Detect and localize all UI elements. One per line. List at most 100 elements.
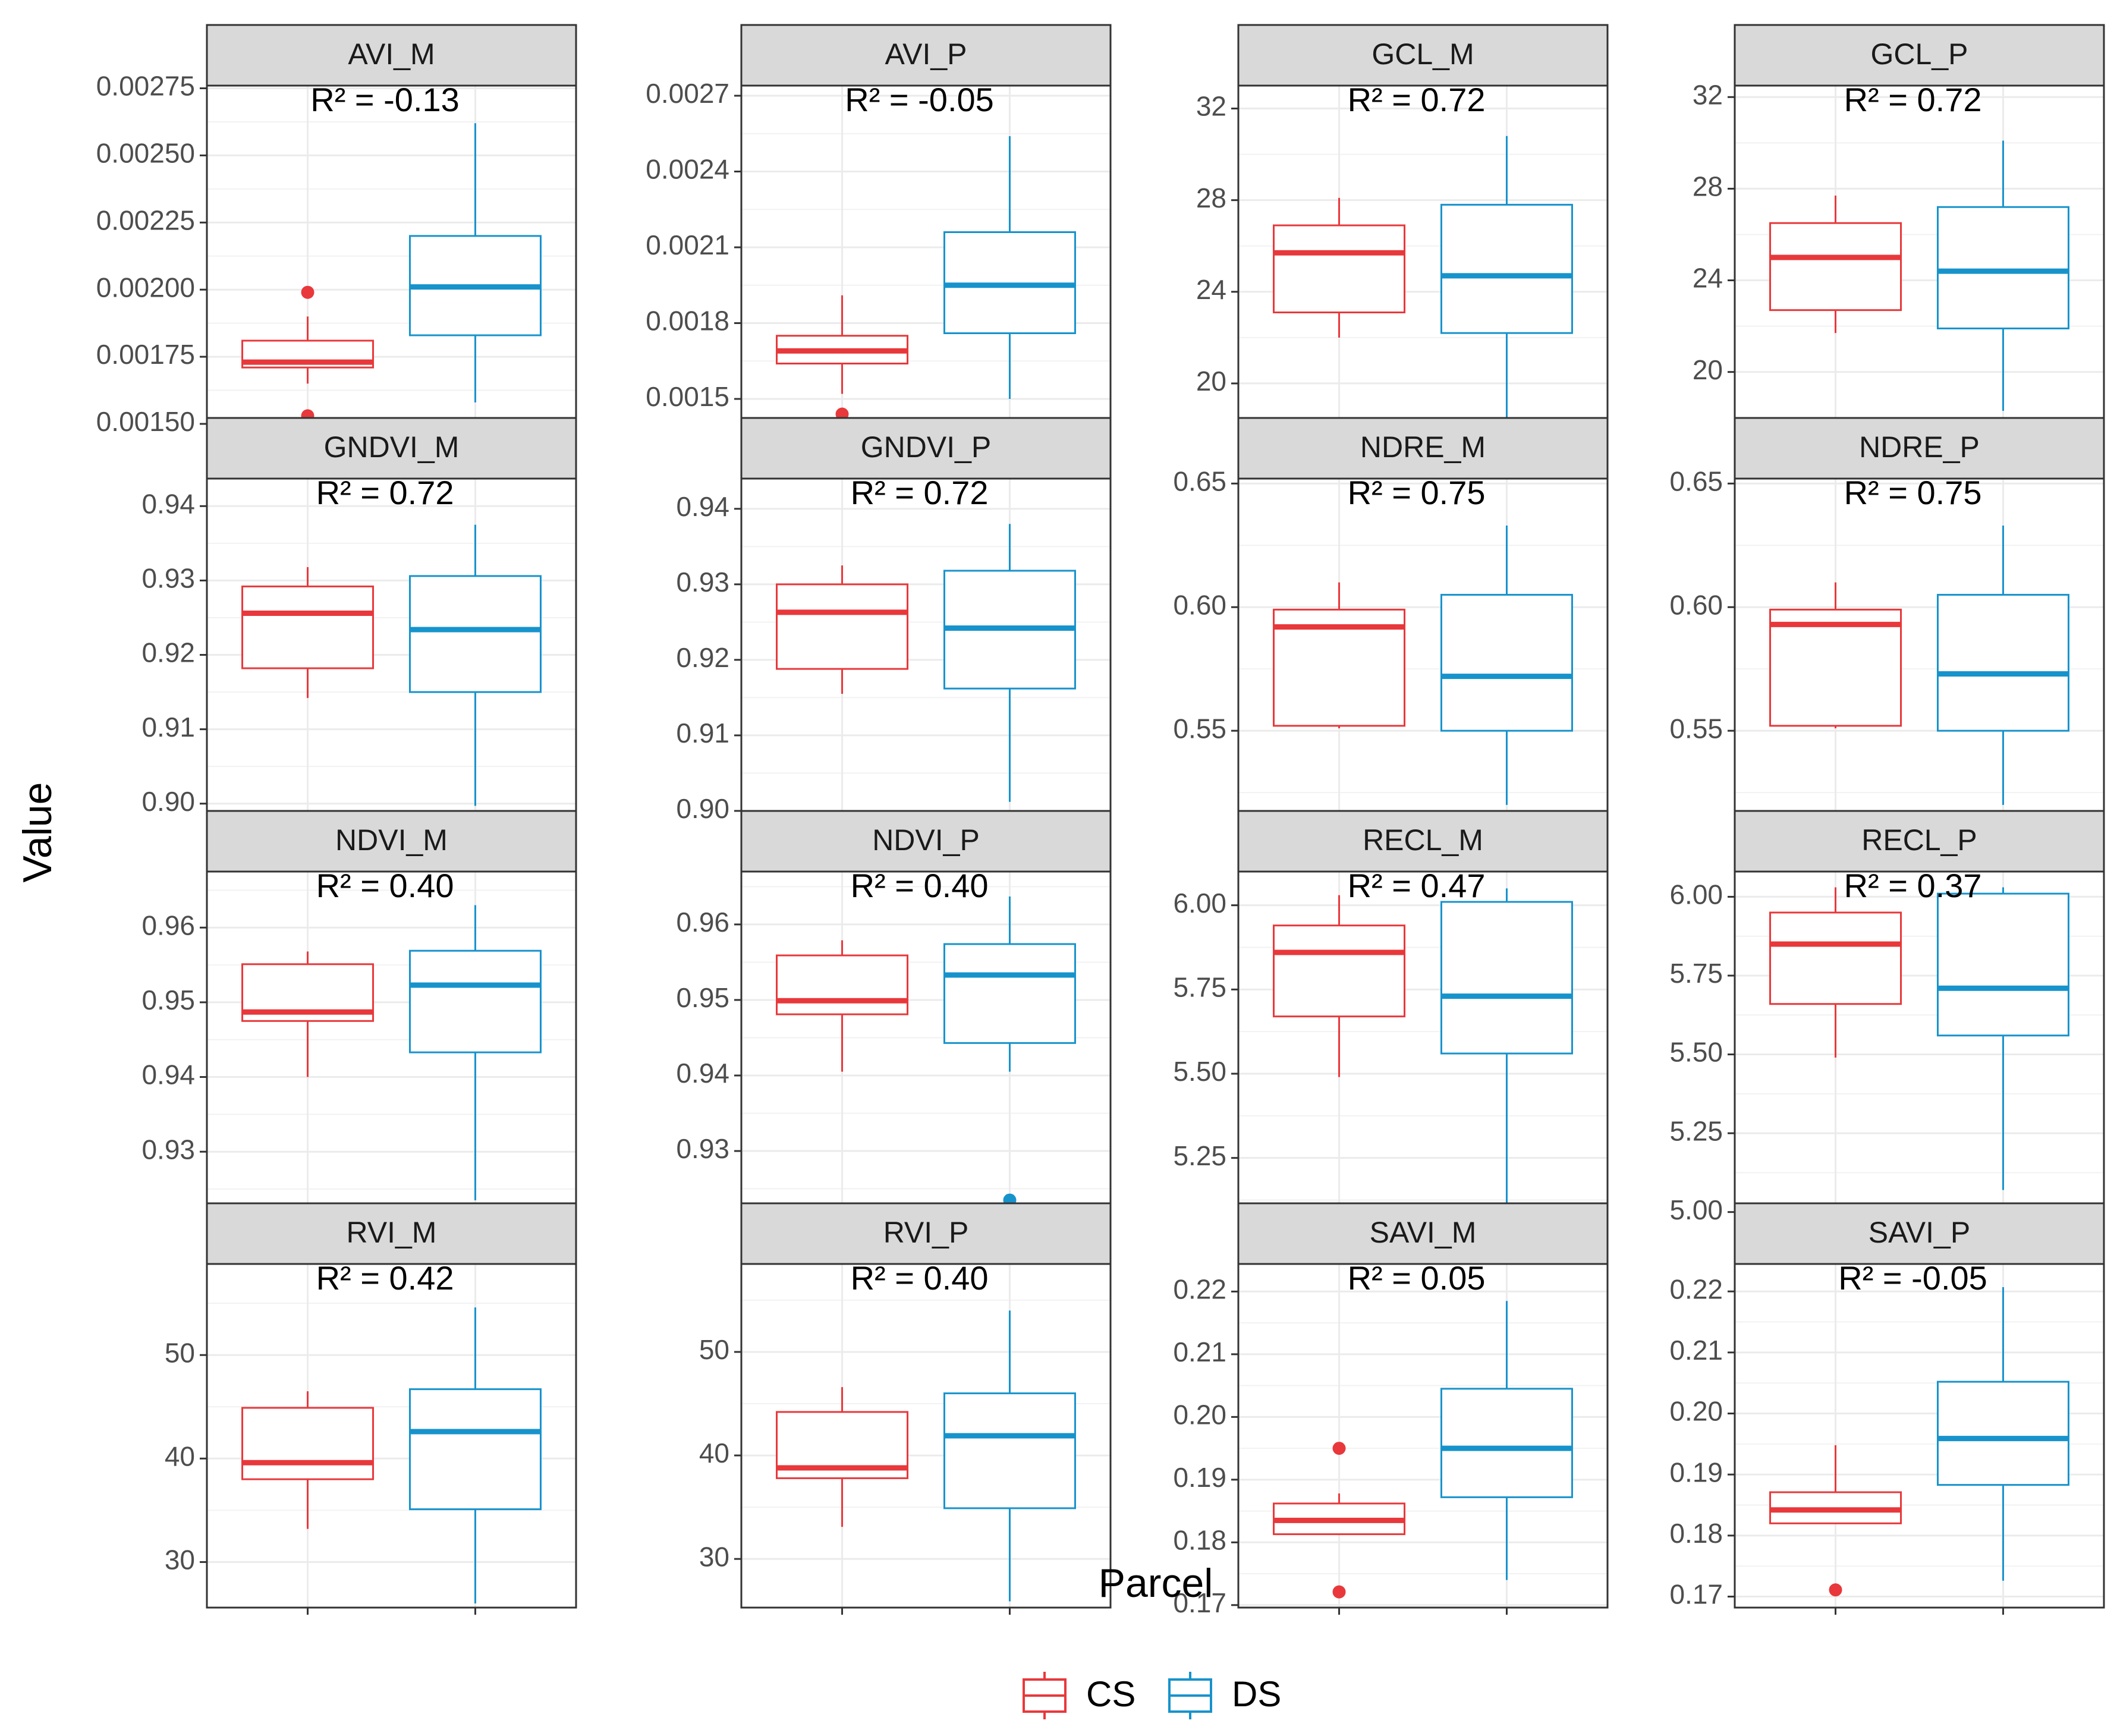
y-tick-label: 0.65 [1173, 466, 1226, 496]
y-tick-label: 32 [1693, 79, 1723, 110]
y-tick-label: 0.0027 [646, 78, 729, 109]
y-tick-label: 30 [165, 1545, 195, 1575]
y-tick-label: 0.0018 [646, 306, 729, 336]
y-tick-label: 0.18 [1669, 1518, 1723, 1549]
facet-strip [740, 24, 1112, 87]
facet-panel: NDVI_P 0.93 0.94 0.95 0.96 R² = 0.40 [676, 810, 1112, 1216]
facet-strip [1734, 810, 2105, 873]
y-tick-label: 0.96 [141, 910, 195, 941]
box-iqr [408, 1388, 542, 1511]
y-tick-label: 20 [1196, 366, 1226, 397]
facet-panel: NDRE_M 0.55 0.60 0.65 R² = 0.75 [1173, 417, 1609, 823]
r-squared-annotation: R² = 0.40 [316, 867, 454, 904]
y-tick-label: 0.20 [1669, 1396, 1723, 1427]
box-ds [1440, 888, 1573, 1219]
y-tick-label: 5.50 [1173, 1056, 1226, 1087]
box-cs [241, 951, 375, 1077]
box-iqr [1936, 206, 2069, 329]
y-tick-label: 0.90 [141, 786, 195, 817]
facet-panel: GNDVI_M 0.90 0.91 0.92 0.93 0.94 R² = 0.72 [141, 417, 577, 823]
facet-panel: NDVI_M 0.93 0.94 0.95 0.96 R² = 0.40 [141, 810, 577, 1216]
facet-panel: RVI_M 30 40 50 R² = 0.42 [165, 1202, 577, 1615]
box-ds [943, 136, 1076, 399]
box-iqr [1273, 224, 1406, 313]
box-iqr [1440, 1388, 1573, 1498]
facet-title: RVI_P [883, 1216, 969, 1249]
panel-border [740, 1263, 1112, 1609]
outlier-point [1829, 1583, 1842, 1597]
facet-title: NDRE_P [1859, 430, 1980, 464]
facet-strip [206, 24, 577, 87]
facet-panel: NDRE_P 0.55 0.60 0.65 R² = 0.75 [1669, 417, 2105, 823]
y-tick-label: 30 [699, 1541, 729, 1572]
y-tick-label: 0.94 [141, 488, 195, 519]
y-tick-label: 0.17 [1669, 1579, 1723, 1610]
box-ds [1936, 1287, 2069, 1581]
box-iqr [1936, 593, 2069, 732]
y-tick-label: 0.95 [676, 982, 729, 1013]
box-ds [1936, 887, 2069, 1190]
box-cs [1273, 197, 1406, 338]
box-iqr [776, 583, 909, 670]
box-iqr [1273, 924, 1406, 1018]
box-iqr [1440, 901, 1573, 1055]
r-squared-annotation: R² = 0.72 [1844, 81, 1982, 118]
box-iqr [1440, 593, 1573, 732]
y-tick-label: 0.00150 [96, 406, 195, 437]
facet-strip [206, 1202, 577, 1265]
facet-strip [1237, 417, 1609, 480]
box-iqr [1440, 203, 1573, 334]
box-iqr [943, 1392, 1076, 1509]
legend-label: CS [1086, 1674, 1135, 1714]
y-tick-label: 40 [699, 1438, 729, 1468]
facet-title: RVI_M [347, 1216, 437, 1249]
facet-title: GCL_M [1372, 37, 1474, 71]
facet-strip [1237, 24, 1609, 87]
box-ds [1936, 140, 2069, 411]
box-ds [1936, 526, 2069, 805]
y-tick-label: 5.75 [1669, 958, 1723, 989]
y-tick-label: 0.93 [676, 567, 729, 597]
r-squared-annotation: R² = 0.42 [316, 1259, 454, 1297]
facet-panel: GCL_M 20 24 28 32 R² = 0.72 [1196, 24, 1609, 430]
y-tick-label: 0.22 [1669, 1273, 1723, 1304]
facet-title: GCL_P [1871, 37, 1968, 71]
y-tick-label: 0.91 [676, 718, 729, 749]
y-tick-label: 0.93 [141, 1134, 195, 1165]
r-squared-annotation: R² = 0.05 [1348, 1259, 1486, 1297]
box-iqr [943, 943, 1076, 1044]
r-squared-annotation: R² = 0.72 [851, 474, 989, 511]
y-tick-label: 0.0015 [646, 381, 729, 412]
y-tick-label: 0.94 [141, 1059, 195, 1090]
r-squared-annotation: R² = 0.72 [316, 474, 454, 511]
box-ds [408, 123, 542, 402]
facet-strip [1734, 1202, 2105, 1265]
facet-panel: SAVI_P 0.17 0.18 0.19 0.20 0.21 0.22 R² = -0.05 [1669, 1202, 2105, 1615]
y-tick-label: 6.00 [1669, 879, 1723, 910]
facet-title: NDVI_M [335, 823, 448, 857]
box-ds [1440, 136, 1573, 418]
box-cs [1273, 895, 1406, 1077]
y-tick-label: 0.60 [1669, 589, 1723, 620]
facet-panel: RECL_P 5.00 5.25 5.50 5.75 6.00 R² = 0.37 [1669, 810, 2105, 1225]
y-tick-label: 0.55 [1669, 713, 1723, 744]
y-tick-label: 0.94 [676, 1058, 729, 1089]
y-tick-label: 32 [1196, 91, 1226, 122]
facet-title: AVI_P [885, 37, 967, 71]
box-iqr [776, 954, 909, 1015]
facet-title: SAVI_P [1869, 1216, 1970, 1249]
y-tick-label: 0.92 [141, 637, 195, 668]
box-cs [776, 1387, 909, 1527]
r-squared-annotation: R² = 0.47 [1348, 867, 1486, 904]
box-ds [1440, 1301, 1573, 1580]
y-tick-label: 0.21 [1173, 1336, 1226, 1367]
box-ds [943, 1310, 1076, 1602]
y-tick-label: 0.00275 [96, 71, 195, 102]
legend-label: DS [1232, 1674, 1281, 1714]
facet-panel: AVI_P 0.0015 0.0018 0.0021 0.0024 0.0027 R² = … [646, 24, 1112, 430]
box-cs [776, 565, 909, 694]
box-iqr [241, 585, 375, 669]
facet-panel: GNDVI_P 0.90 0.91 0.92 0.93 0.94 R² = 0.72 [676, 417, 1112, 824]
y-tick-label: 5.00 [1669, 1194, 1723, 1225]
box-ds [408, 1307, 542, 1604]
